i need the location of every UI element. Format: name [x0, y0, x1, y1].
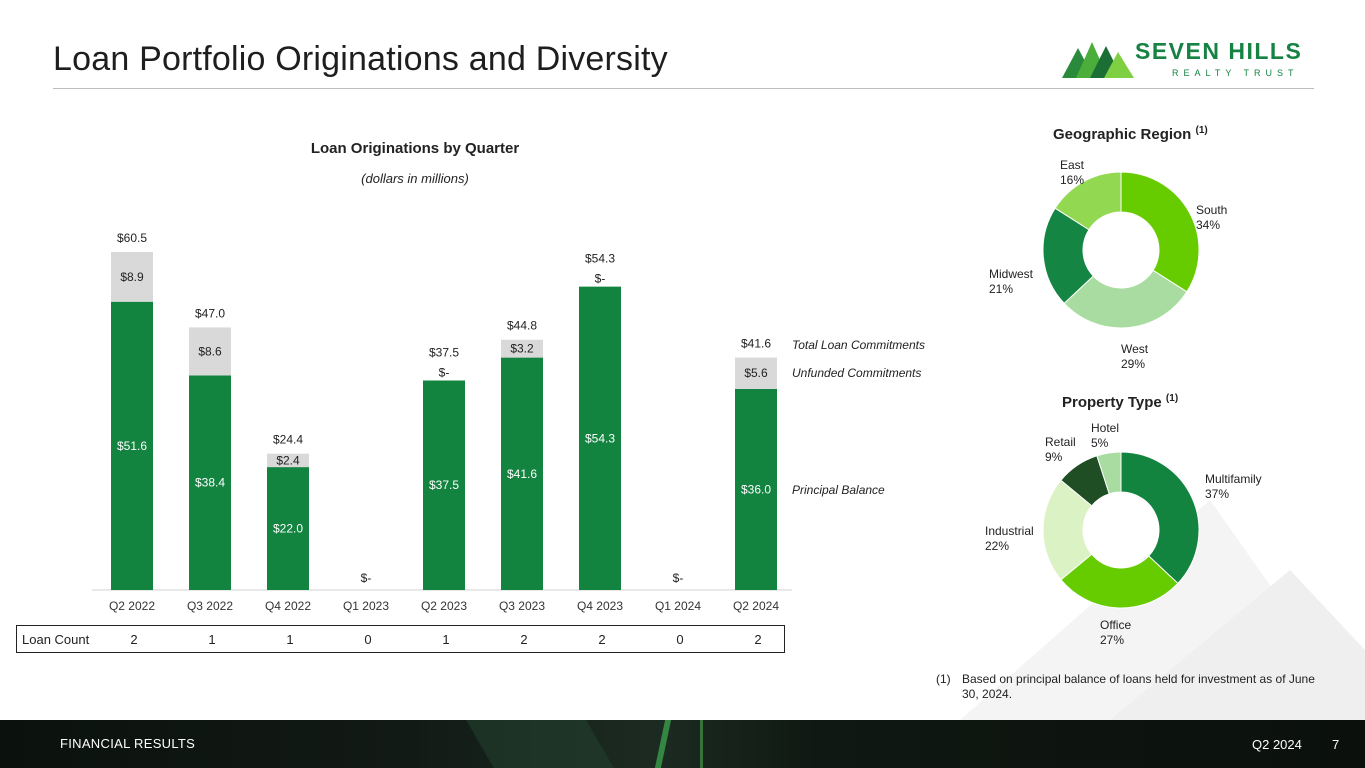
x-tick-q3-2023: Q3 2023: [499, 599, 545, 613]
geo-title-note: (1): [1195, 125, 1208, 136]
logo-subtitle: REALTY TRUST: [1172, 68, 1299, 78]
label-principal-q4-2023: $54.3: [585, 431, 615, 445]
loan-count-q2-2023: 1: [442, 632, 450, 647]
legend-principal-balance: Principal Balance: [792, 483, 885, 497]
seven-hills-logo: [1062, 42, 1134, 78]
label-principal-q4-2022: $22.0: [273, 522, 303, 536]
bar-unfunded-q4-2022: [267, 453, 309, 468]
bar-principal-q3-2022: [189, 375, 231, 590]
label-unfunded-q3-2022: $8.6: [198, 344, 222, 358]
bar-unfunded-q2-2022: [111, 252, 153, 302]
bar-chart-title: Loan Originations by Quarter: [310, 140, 520, 157]
property-title-note: (1): [1165, 393, 1179, 404]
label-total-q1-2023: $-: [361, 571, 372, 585]
footnote-number: (1): [936, 672, 951, 686]
page-number: 7: [1332, 737, 1340, 752]
label-principal-q3-2023: $41.6: [507, 467, 537, 481]
label-total-q2-2022: $60.5: [117, 231, 147, 245]
x-tick-q1-2024: Q1 2024: [655, 599, 701, 613]
label-total-q1-2024: $-: [673, 571, 684, 585]
label-total-q4-2023: $54.3: [585, 252, 615, 266]
loan-count-label: Loan Count: [22, 632, 90, 647]
x-tick-q3-2022: Q3 2022: [187, 599, 233, 613]
property-label-industrial: Industrial 22%: [985, 524, 1034, 553]
property-label-retail: Retail 9%: [1045, 435, 1076, 464]
loan-count-q2-2022: 2: [130, 632, 138, 647]
property-chart-title: Property Type (1): [1062, 393, 1178, 411]
bar-chart: $51.6 $8.9 $60.5 Q2 2022 $38.4 $8.6 $47.0 Q3 20…: [92, 231, 792, 613]
geo-label-south: South 34%: [1196, 203, 1228, 232]
label-principal-q2-2023: $37.5: [429, 478, 459, 492]
label-principal-q2-2022: $51.6: [117, 439, 147, 453]
legend-total-commitments: Total Loan Commitments: [792, 338, 925, 352]
loan-count-q1-2024: 0: [676, 632, 684, 647]
property-slice-hotel: [1096, 451, 1122, 495]
geo-label-west: West 29%: [1121, 342, 1149, 371]
label-unfunded-q2-2023: $-: [439, 365, 450, 379]
bar-unfunded-q3-2022: [189, 327, 231, 376]
property-label-office: Office 27%: [1100, 618, 1132, 647]
bar-principal-q3-2023: [501, 357, 543, 590]
label-principal-q2-2024: $36.0: [741, 482, 771, 496]
x-tick-q2-2024: Q2 2024: [733, 599, 779, 613]
bar-principal-q2-2024: [735, 388, 777, 590]
footer-bar: FINANCIAL RESULTS Q2 2024 7: [0, 720, 1365, 768]
x-tick-q2-2023: Q2 2023: [421, 599, 467, 613]
label-unfunded-q4-2023: $-: [595, 272, 606, 286]
footer-section: FINANCIAL RESULTS: [60, 736, 196, 751]
page-title: Loan Portfolio Originations and Diversit…: [53, 40, 668, 78]
property-title-text: Property Type: [1062, 394, 1162, 411]
bar-principal-q4-2022: [267, 467, 309, 590]
loan-count-q1-2023: 0: [364, 632, 372, 647]
geo-title-text: Geographic Region: [1053, 126, 1192, 143]
label-total-q4-2022: $24.4: [273, 433, 303, 447]
title-divider: [53, 88, 1314, 89]
footer-decoration: [654, 720, 672, 768]
footer-decoration: [700, 720, 703, 768]
bar-unfunded-q2-2024: [735, 357, 777, 389]
label-unfunded-q2-2022: $8.9: [120, 270, 144, 284]
label-total-q2-2023: $37.5: [429, 345, 459, 359]
label-principal-q3-2022: $38.4: [195, 476, 225, 490]
background-mountains: [960, 500, 1365, 720]
label-unfunded-q2-2024: $5.6: [744, 366, 768, 380]
x-tick-q1-2023: Q1 2023: [343, 599, 389, 613]
label-total-q2-2024: $41.6: [741, 337, 771, 351]
geo-slice-midwest: [1042, 207, 1095, 305]
loan-count-q4-2022: 1: [286, 632, 294, 647]
x-tick-q2-2022: Q2 2022: [109, 599, 155, 613]
footer-period: Q2 2024: [1252, 737, 1302, 752]
footnote-text: Based on principal balance of loans held…: [962, 672, 1315, 701]
bar-unfunded-q3-2023: [501, 339, 543, 358]
bar-chart-subtitle: (dollars in millions): [361, 171, 469, 186]
geo-slice-west: [1063, 269, 1188, 329]
bar-principal-q2-2022: [111, 301, 153, 590]
geo-label-midwest: Midwest 21%: [989, 267, 1034, 296]
property-label-hotel: Hotel 5%: [1091, 421, 1120, 450]
label-total-q3-2023: $44.8: [507, 319, 537, 333]
bar-principal-q4-2023: [579, 286, 621, 590]
geo-label-east: East 16%: [1060, 158, 1085, 187]
bar-principal-q2-2023: [423, 380, 465, 590]
property-label-multifamily: Multifamily 37%: [1205, 472, 1262, 501]
geo-slice-south: [1120, 171, 1200, 293]
label-unfunded-q4-2022: $2.4: [276, 453, 300, 467]
label-unfunded-q3-2023: $3.2: [510, 342, 534, 356]
x-tick-q4-2023: Q4 2023: [577, 599, 623, 613]
loan-count-q3-2023: 2: [520, 632, 528, 647]
x-tick-q4-2022: Q4 2022: [265, 599, 311, 613]
footer-decoration: [466, 720, 614, 768]
label-total-q3-2022: $47.0: [195, 306, 225, 320]
loan-count-table: Loan Count 2 1 1 0 1 2 2 0 2: [16, 625, 785, 653]
loan-count-q2-2024: 2: [754, 632, 762, 647]
logo-name: SEVEN HILLS: [1135, 38, 1303, 64]
loan-count-q3-2022: 1: [208, 632, 216, 647]
loan-count-q4-2023: 2: [598, 632, 606, 647]
legend-unfunded-commitments: Unfunded Commitments: [792, 366, 922, 380]
geo-chart-title: Geographic Region (1): [1053, 125, 1208, 143]
